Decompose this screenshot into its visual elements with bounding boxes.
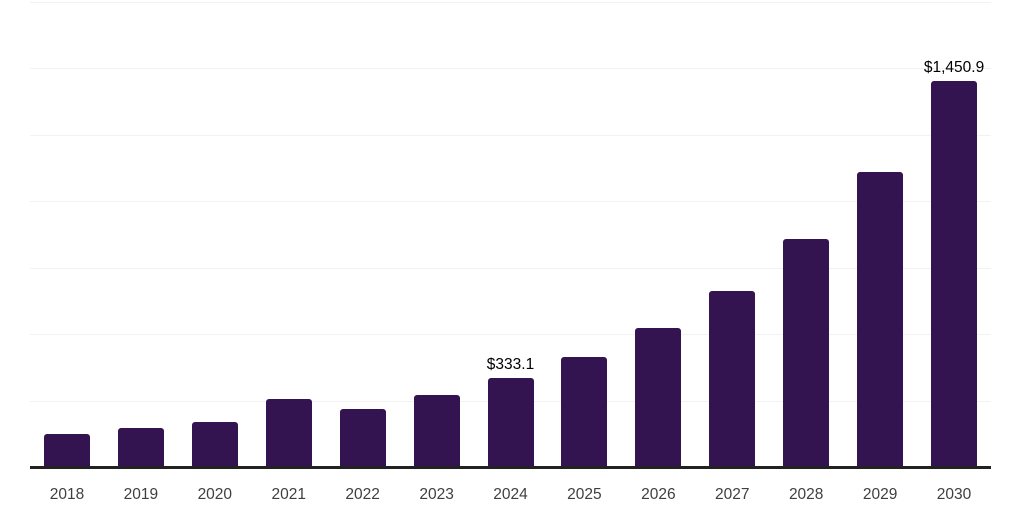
x-tick-label-2023: 2023 [419,486,454,503]
gridline [30,68,991,70]
x-tick-label-2030: 2030 [936,486,972,503]
x-tick-label-2022: 2022 [345,486,380,503]
x-tick-label-2025: 2025 [567,486,602,503]
bar-2025 [561,356,608,467]
gridline [30,267,991,269]
bar-2021 [265,399,312,467]
x-tick-label-2024: 2024 [493,486,528,503]
x-tick-label-2020: 2020 [197,486,233,503]
gridline [30,134,991,136]
x-tick-label-2027: 2027 [715,486,750,503]
bar-2024 [487,378,534,467]
gridline [30,1,991,3]
x-tick-label-2028: 2028 [788,486,824,503]
bar-2019 [117,427,164,467]
x-tick-label-2021: 2021 [271,486,306,503]
x-tick-label-2026: 2026 [641,486,676,503]
bar-2030 [931,81,978,467]
bar-2022 [339,409,386,467]
bar-2020 [191,421,238,467]
bar-2026 [635,328,682,467]
gridline [30,201,991,203]
x-axis-line [30,466,991,469]
x-tick-label-2019: 2019 [123,486,159,503]
bar-2029 [857,172,904,467]
x-tick-label-2018: 2018 [49,486,85,503]
value-label-2030: $1,450.9 [923,59,985,77]
value-label-2024: $333.1 [486,356,535,374]
bar-2023 [413,395,460,467]
bar-2018 [43,433,90,467]
bar-2027 [709,290,756,467]
gridline [30,334,991,336]
x-tick-label-2029: 2029 [862,486,898,503]
bar-2028 [783,239,830,467]
